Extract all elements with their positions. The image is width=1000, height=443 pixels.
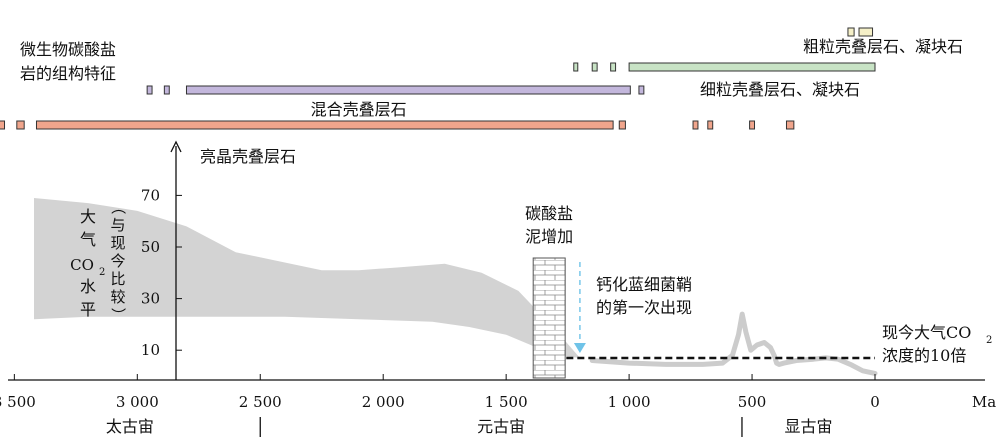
- mixed-bar-1: [16, 120, 25, 130]
- mixed-bar-5: [707, 120, 714, 130]
- y-label-co: CO: [70, 256, 94, 274]
- y-label-paren-6: ）: [109, 307, 127, 322]
- mixed-bar-0: [0, 120, 6, 130]
- cyano-line-2: 的第一次出现: [596, 298, 692, 317]
- y-label-paren-4: 比: [110, 270, 125, 288]
- carbonate-mud-line-2: 泥增加: [525, 227, 573, 246]
- y-tick-label-50: 50: [141, 238, 160, 256]
- y-label-char-0: 大: [80, 207, 96, 226]
- mixed-label: 混合壳叠层石: [311, 100, 407, 119]
- x-tick-label-0: 0: [870, 393, 880, 411]
- y-label-paren-3: 今: [110, 252, 125, 270]
- present-label-tail: 浓度的10倍: [882, 346, 966, 365]
- x-unit-label: Ma: [972, 393, 996, 411]
- co2-band: [34, 198, 878, 376]
- x-tick-label-1000: 1 000: [608, 393, 651, 411]
- fine-bar-1: [163, 85, 170, 95]
- y-label-paren-0: （: [109, 199, 127, 214]
- y-label-paren-5: 较: [110, 288, 125, 306]
- carbonate-mud-column: [532, 257, 566, 379]
- x-tick-label-2000: 2 000: [362, 393, 405, 411]
- coarse-top-bar-1: [858, 27, 874, 37]
- present-label-sub: 2: [986, 335, 992, 346]
- y-label-paren-1: 与: [110, 216, 125, 234]
- x-tick-label-3000: 3 000: [116, 393, 159, 411]
- present-label-main: 现今大气CO: [882, 323, 971, 342]
- y-label-char-4: 平: [80, 300, 96, 319]
- y-tick-label-70: 70: [141, 186, 160, 204]
- fine-bar-3: [638, 85, 645, 95]
- co2-band-phanerozoic: [589, 311, 878, 376]
- mixed-bar-3: [618, 120, 626, 130]
- y-axis-arrow: [170, 140, 182, 153]
- x-tick-label-500: 500: [738, 393, 767, 411]
- y-label-sub: 2: [99, 267, 105, 278]
- y-tick-label-30: 30: [141, 290, 160, 308]
- y-tick-label-10: 10: [141, 341, 160, 359]
- coarse-label: 粗粒壳叠层石、凝块石: [803, 37, 963, 56]
- x-tick-label-3500: 3 500: [0, 393, 36, 411]
- mixed-bar-7: [785, 120, 795, 130]
- cyano-arrow-head: [573, 343, 586, 353]
- co2-band-precambrian: [34, 198, 580, 358]
- x-tick-label-1500: 1 500: [485, 393, 528, 411]
- y-label-paren-2: 现: [110, 234, 125, 252]
- eon-label-2: 显古宙: [784, 417, 832, 436]
- coarse-bar-3: [628, 62, 876, 72]
- y-label-char-3: 水: [80, 277, 96, 296]
- fabric-title-line-2: 岩的组构特征: [20, 64, 116, 83]
- cyano-line-1: 钙化蓝细菌鞘: [596, 275, 692, 294]
- x-tick-label-2500: 2 500: [239, 393, 282, 411]
- coarse-bar-1: [591, 62, 598, 72]
- coarse-bar-2: [610, 62, 617, 72]
- fine-bar-0: [146, 85, 153, 95]
- coarse-bar-0: [573, 62, 579, 72]
- coarse-top-bar-0: [847, 27, 855, 37]
- fabric-title-line-1: 微生物碳酸盐: [20, 40, 116, 59]
- y-label-char-1: 气: [80, 230, 96, 249]
- mixed-bar-2: [35, 120, 614, 130]
- mixed-bar-6: [749, 120, 756, 130]
- carbonate-mud-line-1: 碳酸盐: [525, 204, 573, 223]
- eon-label-1: 元古宙: [477, 417, 525, 436]
- eon-label-0: 太古宙: [106, 417, 154, 436]
- fine-label: 细粒壳叠层石、凝块石: [700, 80, 860, 99]
- sparry-label: 亮晶壳叠层石: [200, 147, 296, 166]
- mixed-bar-4: [692, 120, 699, 130]
- fine-bar-2: [185, 85, 631, 95]
